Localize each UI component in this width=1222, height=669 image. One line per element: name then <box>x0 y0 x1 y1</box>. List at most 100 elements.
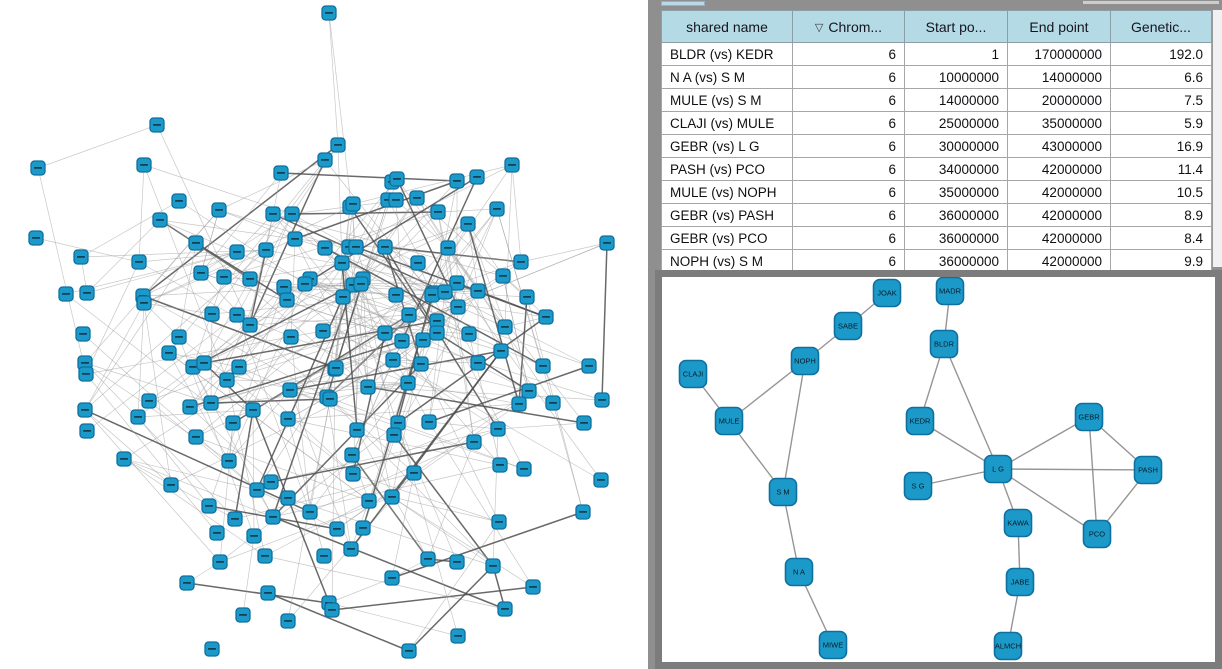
node[interactable] <box>535 358 551 374</box>
node[interactable] <box>227 511 243 527</box>
node[interactable] <box>504 157 520 173</box>
node[interactable] <box>355 520 371 536</box>
panel-divider[interactable] <box>648 0 655 669</box>
node[interactable] <box>384 570 400 586</box>
node[interactable] <box>349 422 365 438</box>
node[interactable] <box>437 284 453 300</box>
node[interactable] <box>389 171 405 187</box>
node[interactable] <box>513 254 529 270</box>
node[interactable] <box>297 276 313 292</box>
node[interactable] <box>521 383 537 399</box>
node-kedr[interactable]: KEDR <box>905 406 935 436</box>
node[interactable] <box>329 521 345 537</box>
node[interactable] <box>334 255 350 271</box>
node[interactable] <box>516 461 532 477</box>
node[interactable] <box>424 287 440 303</box>
node[interactable] <box>495 268 511 284</box>
node[interactable] <box>219 372 235 388</box>
node[interactable] <box>470 283 486 299</box>
node[interactable] <box>324 602 340 618</box>
node[interactable] <box>282 382 298 398</box>
node[interactable] <box>328 360 344 376</box>
node[interactable] <box>581 358 597 374</box>
node[interactable] <box>287 231 303 247</box>
node[interactable] <box>136 157 152 173</box>
node[interactable] <box>196 355 212 371</box>
node[interactable] <box>491 514 507 530</box>
node[interactable] <box>388 192 404 208</box>
node[interactable] <box>470 355 486 371</box>
table-row[interactable]: BLDR (vs) KEDR 6 1 170000000 192.0 <box>661 42 1212 66</box>
column-header-start-po[interactable]: Start po... <box>904 10 1008 43</box>
node[interactable] <box>283 329 299 345</box>
node[interactable] <box>440 240 456 256</box>
column-header-chrom[interactable]: ▽ Chrom... <box>792 10 905 43</box>
node[interactable] <box>260 585 276 601</box>
node[interactable] <box>246 528 262 544</box>
node[interactable] <box>193 265 209 281</box>
node[interactable] <box>361 493 377 509</box>
node-s-g[interactable]: S G <box>903 471 933 501</box>
node[interactable] <box>171 193 187 209</box>
node[interactable] <box>204 641 220 657</box>
node[interactable] <box>594 392 610 408</box>
node[interactable] <box>353 276 369 292</box>
node[interactable] <box>116 451 132 467</box>
node-noph[interactable]: NOPH <box>790 346 820 376</box>
node-kawa[interactable]: KAWA <box>1003 508 1033 538</box>
node[interactable] <box>388 287 404 303</box>
scrollbar-thumb[interactable] <box>661 1 705 6</box>
node-miwe[interactable]: MIWE <box>818 630 848 660</box>
node[interactable] <box>519 289 535 305</box>
node[interactable] <box>28 230 44 246</box>
node[interactable] <box>280 411 296 427</box>
node[interactable] <box>377 239 393 255</box>
column-header-shared-name[interactable]: shared name <box>661 10 793 43</box>
node-s-m[interactable]: S M <box>768 477 798 507</box>
node[interactable] <box>330 137 346 153</box>
node[interactable] <box>249 482 265 498</box>
node[interactable] <box>317 152 333 168</box>
node-n-a[interactable]: N A <box>784 557 814 587</box>
node[interactable] <box>265 509 281 525</box>
node[interactable] <box>409 190 425 206</box>
node[interactable] <box>593 472 609 488</box>
node[interactable] <box>415 332 431 348</box>
node-gebr[interactable]: GEBR <box>1074 402 1104 432</box>
scrollbar-track[interactable] <box>1083 1 1219 4</box>
node[interactable] <box>280 613 296 629</box>
node[interactable] <box>430 204 446 220</box>
node[interactable] <box>385 352 401 368</box>
node[interactable] <box>73 249 89 265</box>
node[interactable] <box>201 498 217 514</box>
node[interactable] <box>497 319 513 335</box>
node[interactable] <box>131 254 147 270</box>
table-horizontal-scrollbar[interactable] <box>655 0 1222 10</box>
node-mule[interactable]: MULE <box>714 406 744 436</box>
node[interactable] <box>161 345 177 361</box>
node[interactable] <box>511 396 527 412</box>
column-header-end-point[interactable]: End point <box>1007 10 1111 43</box>
node[interactable] <box>466 434 482 450</box>
node[interactable] <box>322 391 338 407</box>
node[interactable] <box>485 558 501 574</box>
node[interactable] <box>280 490 296 506</box>
node[interactable] <box>179 575 195 591</box>
node[interactable] <box>315 323 331 339</box>
node[interactable] <box>136 295 152 311</box>
node[interactable] <box>152 212 168 228</box>
node[interactable] <box>429 325 445 341</box>
node[interactable] <box>242 271 258 287</box>
node[interactable] <box>348 239 364 255</box>
table-row[interactable]: N A (vs) S M 6 10000000 14000000 6.6 <box>661 65 1212 89</box>
node-joak[interactable]: JOAK <box>872 278 902 308</box>
node[interactable] <box>279 292 295 308</box>
node[interactable] <box>449 275 465 291</box>
table-vertical-scrollbar[interactable] <box>1212 10 1222 267</box>
node[interactable] <box>245 402 261 418</box>
table-row[interactable]: GEBR (vs) PASH 6 36000000 42000000 8.9 <box>661 203 1212 227</box>
node[interactable] <box>345 466 361 482</box>
node[interactable] <box>449 554 465 570</box>
node[interactable] <box>545 395 561 411</box>
node[interactable] <box>130 409 146 425</box>
